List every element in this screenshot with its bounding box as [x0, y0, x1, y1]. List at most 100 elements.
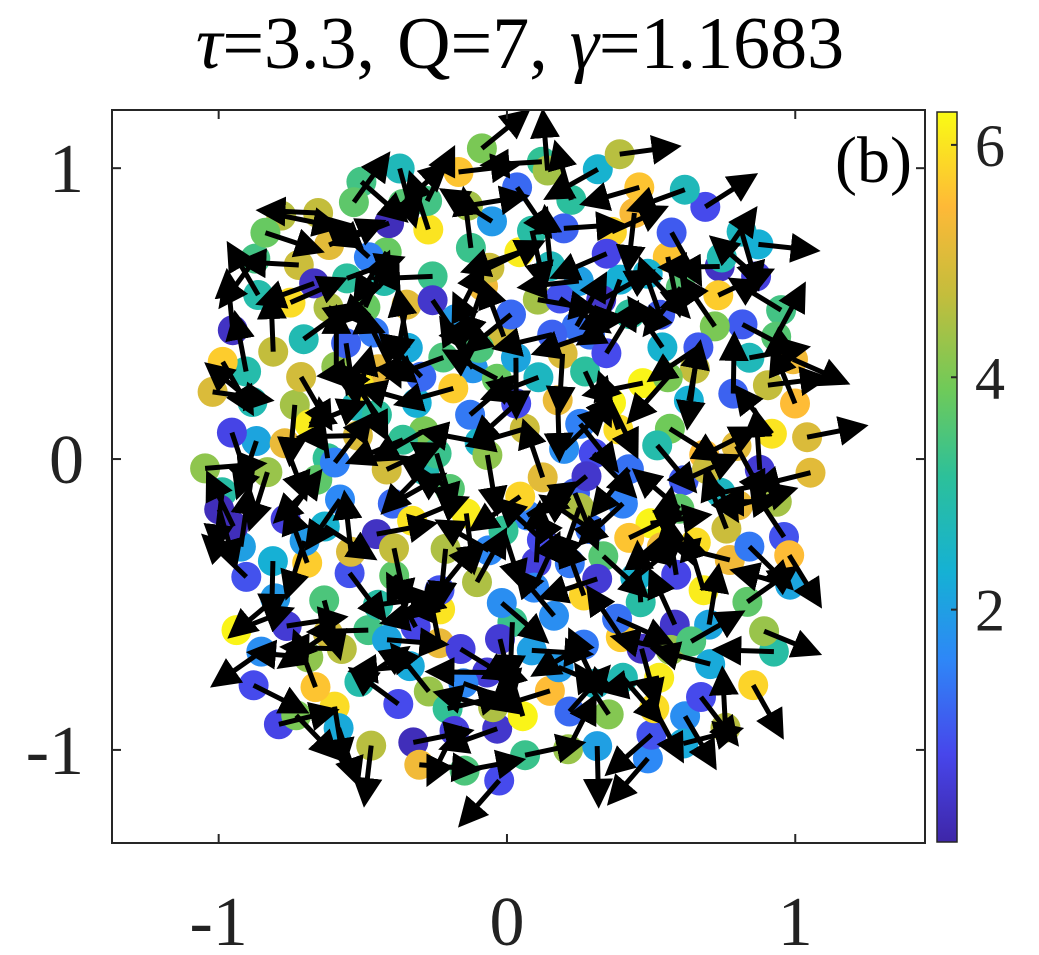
particle-arrow — [352, 745, 383, 808]
particle-arrow — [734, 444, 767, 502]
particle-arrow — [537, 474, 589, 516]
particle-arrow — [680, 339, 710, 402]
particle-arrow — [616, 616, 675, 646]
particle-arrow — [545, 353, 576, 417]
particle-arrow — [419, 752, 482, 783]
particle-arrow — [496, 497, 544, 542]
title-tau-value: =3.3, — [222, 3, 375, 85]
particle-arrow — [711, 635, 774, 666]
particle-arrow — [679, 530, 709, 591]
particle-arrow — [377, 331, 424, 379]
particle-arrow — [647, 567, 678, 626]
colorbar-tick-label: 2 — [975, 578, 1005, 644]
x-tick-label: 0 — [489, 884, 524, 955]
particle-arrow — [451, 185, 482, 249]
plot-area — [190, 110, 869, 828]
title-gamma-value: =1.1683 — [599, 3, 844, 85]
particle-arrow — [424, 145, 456, 203]
particle-arrow — [708, 665, 739, 728]
title-q-label: Q — [397, 3, 450, 85]
particle-arrow — [488, 239, 546, 270]
particle-arrow — [524, 230, 554, 292]
particle-arrow — [758, 232, 821, 263]
particle-arrow — [370, 262, 433, 293]
x-tick-label: 1 — [778, 884, 813, 955]
particle-arrow — [599, 269, 656, 303]
particle-arrow — [626, 186, 686, 215]
particle-arrow — [530, 110, 560, 171]
particle-arrow — [682, 720, 745, 750]
particle-arrow — [719, 205, 758, 259]
particle-arrow — [462, 680, 523, 709]
colorbar-tick-label: 4 — [975, 345, 1005, 411]
particle-arrow — [669, 231, 703, 288]
axes-frame — [111, 109, 926, 844]
colorbar — [936, 111, 958, 843]
particle-arrow — [295, 421, 358, 452]
particle-arrow — [480, 110, 531, 151]
particle-arrow — [718, 330, 749, 394]
particle-arrow — [717, 267, 776, 298]
particle-arrow — [655, 443, 698, 494]
particle-arrow — [376, 513, 439, 543]
particle-arrow — [768, 345, 798, 405]
particle-arrow — [524, 733, 587, 764]
particle-arrow — [652, 707, 684, 764]
particle-arrow — [604, 299, 640, 355]
colorbar-ticks: 2 4 6 — [951, 113, 1005, 644]
title-tau-symbol: τ — [196, 3, 225, 85]
particle-arrow — [278, 701, 340, 732]
particle-arrow — [257, 561, 288, 624]
particle-arrow — [252, 683, 310, 714]
particle-arrow — [347, 571, 388, 624]
particle-arrow — [577, 501, 625, 547]
particle-arrow — [225, 309, 255, 372]
particle-arrow — [294, 713, 340, 761]
particle-arrow — [339, 279, 386, 326]
particle-arrow — [322, 215, 371, 260]
particle-arrow — [554, 507, 583, 568]
particle-arrow — [751, 683, 784, 740]
particle-arrow — [589, 467, 631, 519]
particle-arrow — [335, 727, 364, 788]
particle-arrow — [289, 275, 348, 305]
particle-arrow — [500, 601, 550, 644]
particle-arrow — [386, 627, 450, 658]
particle-arrow — [562, 404, 609, 451]
particle-arrow — [386, 547, 416, 610]
particle-arrow — [558, 296, 612, 334]
particle-arrow — [280, 540, 309, 601]
particle-arrow — [255, 280, 315, 309]
particle-arrow — [649, 641, 711, 671]
particle-arrow — [279, 632, 342, 663]
title-gamma-symbol: γ — [570, 3, 601, 85]
particle-arrow — [748, 337, 812, 367]
particle-arrow — [351, 151, 391, 204]
particle-arrow — [635, 648, 665, 710]
colorbar-tick-label: 6 — [975, 113, 1005, 179]
particle-arrow — [543, 167, 600, 201]
particle-arrow — [412, 721, 475, 751]
particle-arrow — [458, 778, 502, 828]
particle-arrow — [393, 167, 423, 229]
arrows-layer — [200, 110, 869, 828]
particle-arrow — [468, 374, 518, 417]
particle-arrow — [369, 428, 426, 462]
particle-arrow — [499, 529, 528, 591]
particle-arrow — [467, 185, 530, 216]
particle-arrow — [703, 173, 759, 210]
particle-arrow — [633, 538, 684, 580]
chart-title: τ=3.3, Q=7, γ=1.1683 — [196, 3, 844, 85]
particle-arrow — [434, 519, 491, 553]
y-tick-label: 1 — [49, 131, 84, 208]
particle-arrow — [264, 228, 325, 258]
particle-arrow — [773, 281, 806, 338]
particle-arrow — [704, 467, 740, 524]
particle-arrow — [437, 541, 479, 592]
particle-arrow — [491, 327, 553, 357]
particle-arrow — [344, 437, 404, 467]
particle-arrow — [549, 251, 608, 281]
particle-arrow — [747, 544, 794, 591]
particle-arrow — [462, 312, 513, 354]
particle-arrow — [608, 401, 639, 460]
